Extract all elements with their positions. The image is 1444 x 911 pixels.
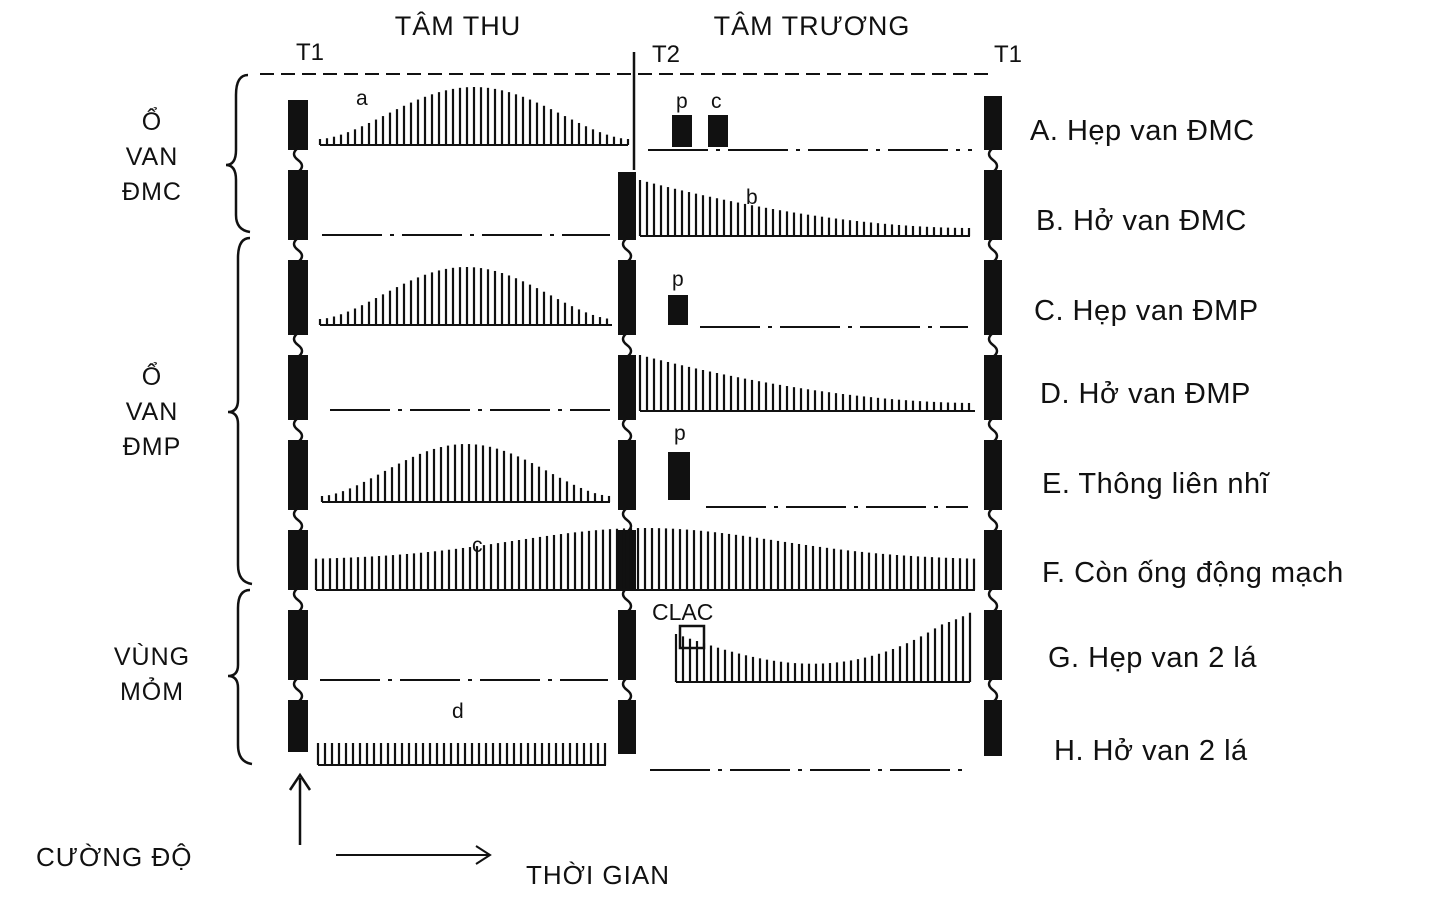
group-pulmonary-line-1: Ổ: [142, 361, 162, 391]
murmur-waveforms: [314, 87, 976, 771]
group-aortic-line-1: Ổ: [142, 106, 162, 136]
row-label-b: B. Hở van ĐMC: [1036, 205, 1247, 237]
t1-left-segment: [288, 530, 308, 590]
t1-right-segment: [984, 170, 1002, 240]
t1-right-notch: [987, 417, 999, 443]
t1-left-segment: [288, 700, 308, 752]
t2-notch: [621, 332, 633, 358]
t2-segment: [618, 260, 636, 335]
t1-left-notch: [292, 677, 304, 703]
group-apex-line-1: VÙNG: [114, 642, 190, 671]
murmur-h-systolic: [316, 743, 607, 766]
t1-right-segment: [984, 700, 1002, 756]
t1-left-notch: [292, 587, 304, 613]
group-pulmonary-line-2: VAN: [126, 398, 179, 426]
t1-right-marker: T1: [994, 41, 1022, 68]
murmur-a-c-pulse: [708, 115, 728, 147]
t1-right-segment: [984, 610, 1002, 680]
murmur-c-p-pulse: [668, 295, 688, 325]
annotation-b: b: [746, 186, 758, 209]
t1-right-segment: [984, 440, 1002, 510]
annotation-d: d: [452, 700, 464, 723]
row-label-c: C. Hẹp van ĐMP: [1034, 295, 1259, 327]
annotation-p-row-e: p: [674, 422, 686, 445]
t1-right-strip: [984, 96, 1002, 756]
time-axis-label: THỜI GIAN: [526, 860, 670, 890]
t1-right-notch: [987, 677, 999, 703]
t2-notch: [621, 587, 633, 613]
murmur-e-p-pulse: [668, 452, 690, 500]
t2-segment: [618, 440, 636, 510]
annotation-a: a: [356, 87, 368, 110]
annotation-c-row-a: c: [711, 90, 722, 113]
t1-left-segment: [288, 260, 308, 335]
row-label-g: G. Hẹp van 2 lá: [1048, 642, 1257, 674]
annotation-p-row-a: p: [676, 90, 688, 113]
t1-right-notch: [987, 147, 999, 173]
t2-strip: [618, 172, 636, 754]
t1-left-notch: [292, 237, 304, 263]
t1-right-notch: [987, 587, 999, 613]
t1-right-notch: [987, 332, 999, 358]
t1-right-segment: [984, 96, 1002, 150]
t1-left-notch: [292, 147, 304, 173]
t2-marker: T2: [652, 41, 680, 68]
murmur-e-systolic: [320, 444, 611, 503]
t1-left-marker: T1: [296, 39, 324, 66]
group-apex-line-2: MỎM: [120, 676, 184, 706]
clac-marker-box: [678, 624, 706, 650]
murmur-a-p-pulse: [672, 115, 692, 147]
group-aortic-line-2: VAN: [126, 143, 179, 171]
t1-left-notch: [292, 332, 304, 358]
annotation-c-row-f: c: [472, 534, 483, 557]
t2-notch: [621, 507, 633, 533]
time-axis-arrowhead: [475, 845, 492, 865]
group-aortic-line-3: ĐMC: [122, 178, 182, 206]
t1-left-segment: [288, 440, 308, 510]
row-label-d: D. Hở van ĐMP: [1040, 378, 1251, 410]
row-label-h: H. Hở van 2 lá: [1054, 735, 1248, 767]
row-label-e: E. Thông liên nhĩ: [1042, 468, 1271, 500]
systole-header: TÂM THU: [395, 10, 522, 41]
t1-right-notch: [987, 507, 999, 533]
murmur-d-diastolic: [638, 355, 975, 412]
t2-segment: [618, 610, 636, 680]
murmur-g-diastolic: [674, 612, 972, 683]
t1-right-segment: [984, 260, 1002, 335]
murmur-a-systolic: [318, 87, 630, 146]
row-label-a: A. Hẹp van ĐMC: [1030, 115, 1255, 147]
murmur-f-continuous: [314, 528, 976, 591]
t1-left-segment: [288, 355, 308, 420]
t1-left-strip: [288, 100, 308, 752]
t2-segment: [618, 172, 636, 240]
t2-segment: [618, 530, 636, 590]
annotation-clac: CLAC: [652, 599, 713, 625]
intensity-axis-label: CƯỜNG ĐỘ: [36, 842, 193, 872]
t2-notch: [621, 417, 633, 443]
diastole-header: TÂM TRƯƠNG: [714, 10, 911, 41]
brace-aortic: [225, 73, 251, 234]
intensity-axis-arrowhead: [288, 772, 312, 791]
t1-right-segment: [984, 530, 1002, 590]
brace-pulmonary: [227, 236, 253, 586]
murmur-b-diastolic: [638, 180, 971, 237]
murmur-c-systolic: [318, 267, 612, 326]
t2-notch: [621, 677, 633, 703]
t1-left-segment: [288, 610, 308, 680]
annotation-p-row-c: p: [672, 268, 684, 291]
t1-left-segment: [288, 170, 308, 240]
t1-right-notch: [987, 237, 999, 263]
t1-right-segment: [984, 355, 1002, 420]
brace-apex: [227, 588, 253, 766]
group-pulmonary-line-3: ĐMP: [123, 433, 182, 461]
t1-left-notch: [292, 507, 304, 533]
row-label-f: F. Còn ống động mạch: [1042, 557, 1344, 589]
t2-notch: [621, 237, 633, 263]
t1-left-segment: [288, 100, 308, 150]
t2-segment: [618, 700, 636, 754]
t2-segment: [618, 355, 636, 420]
t1-left-notch: [292, 417, 304, 443]
